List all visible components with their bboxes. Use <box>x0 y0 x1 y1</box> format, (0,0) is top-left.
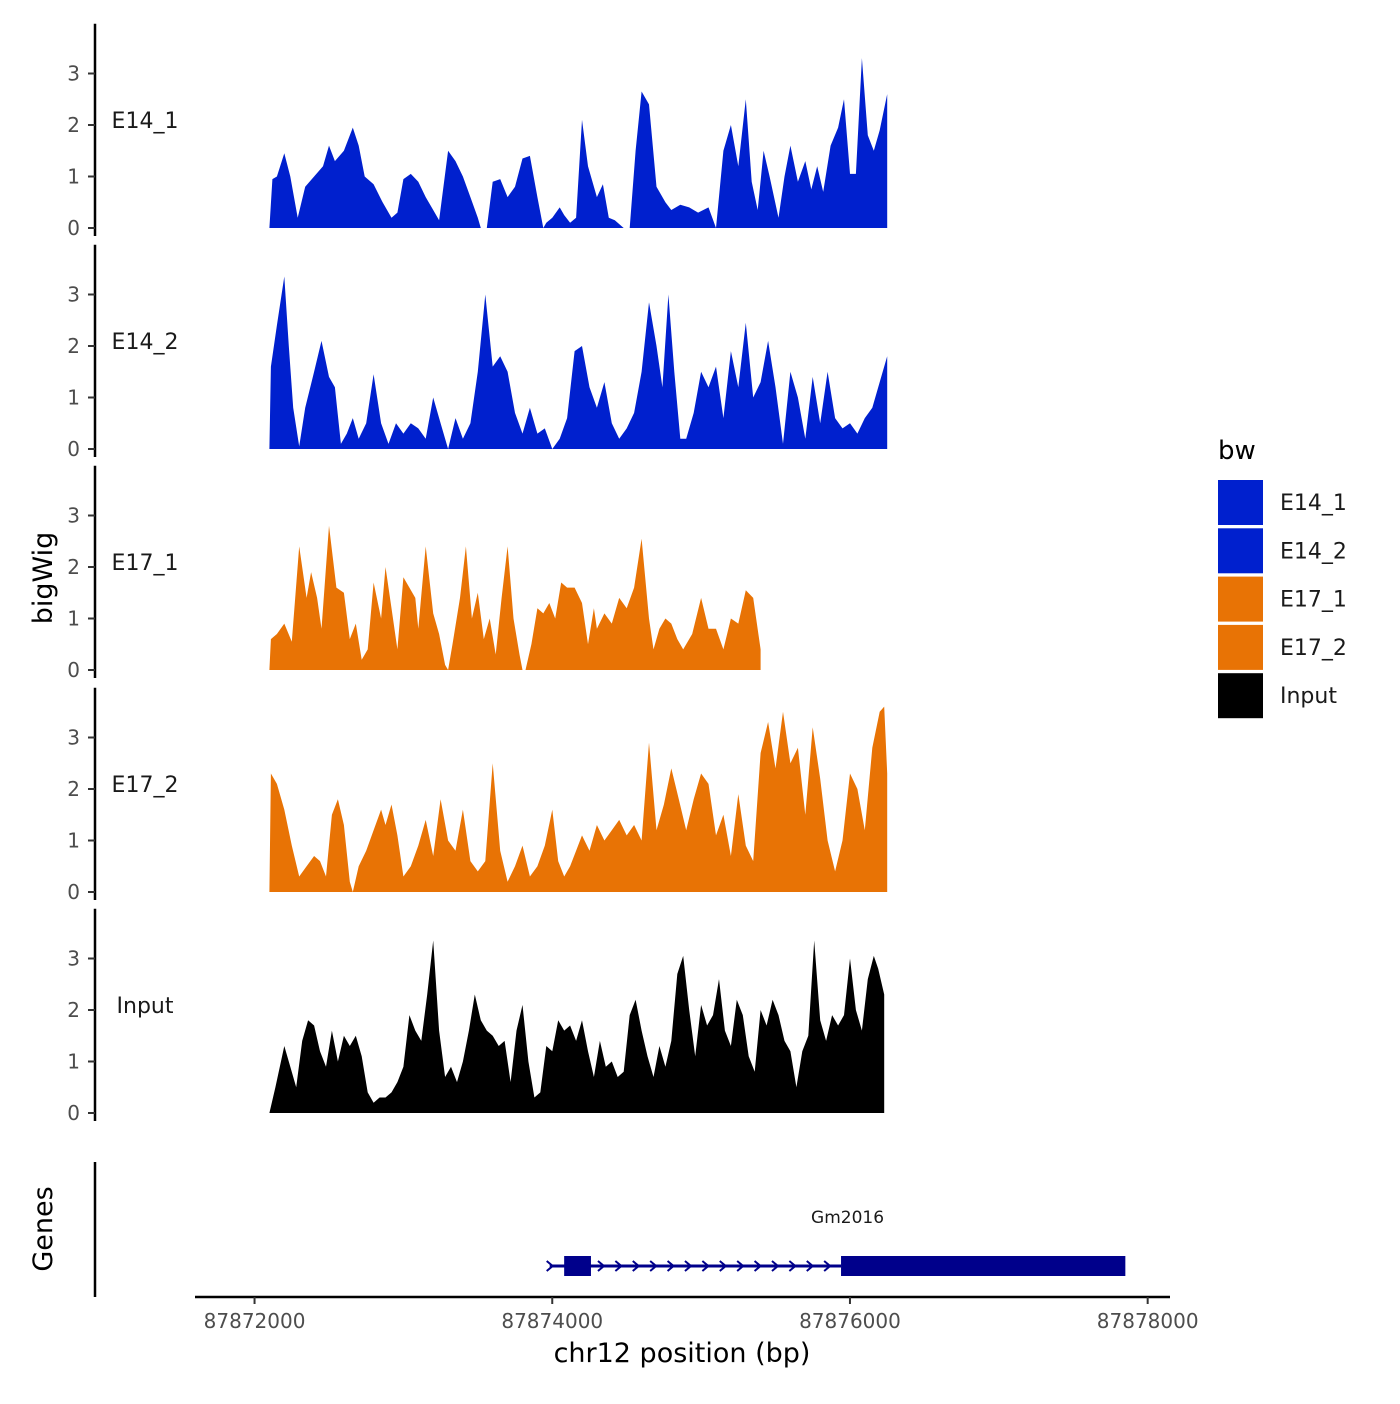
track-label: E14_1 <box>112 109 179 134</box>
y-tick-label: 2 <box>67 555 80 579</box>
y-tick-label: 1 <box>67 386 80 410</box>
strand-arrow-icon <box>649 1260 658 1272</box>
genes-panel: Gm2016 <box>93 1162 1126 1297</box>
legend-label-e17-2: E17_2 <box>1280 636 1347 661</box>
exon-2 <box>841 1256 1126 1276</box>
legend-swatch-e17-2 <box>1218 624 1263 670</box>
y-tick-label: 0 <box>67 1101 80 1125</box>
x-tick-label: 87876000 <box>799 1309 901 1333</box>
y-tick-label: 1 <box>67 607 80 631</box>
signal-area-e14-2 <box>269 276 888 449</box>
y-tick-label: 1 <box>67 829 80 853</box>
track-label: E14_2 <box>112 330 179 355</box>
gene-model: Gm2016 <box>546 1208 1126 1276</box>
x-tick-label: 87878000 <box>1097 1309 1199 1333</box>
exon-1 <box>564 1256 591 1276</box>
track-e14-1: 0 1 2 3 E14_1 <box>67 23 888 240</box>
strand-arrow-icon <box>701 1260 710 1272</box>
x-tick-label: 87872000 <box>204 1309 306 1333</box>
legend-swatch-input <box>1218 673 1263 719</box>
y-tick-label: 0 <box>67 437 80 461</box>
strand-arrow-icon <box>788 1260 797 1272</box>
legend-label-input: Input <box>1280 684 1337 709</box>
track-e14-2: 0 1 2 3 E14_2 <box>67 244 888 461</box>
signal-area-e14-1 <box>269 58 888 228</box>
x-axis: 87872000 87874000 87876000 87878000 <box>195 1295 1199 1333</box>
y-axis-title-genes: Genes <box>28 1186 59 1271</box>
strand-arrow-icon <box>632 1260 641 1272</box>
y-tick-label: 3 <box>67 62 80 86</box>
track-label: Input <box>117 994 174 1019</box>
gene-name-label: Gm2016 <box>811 1208 884 1228</box>
y-tick-label: 2 <box>67 998 80 1022</box>
signal-area-e17-1 <box>269 525 761 670</box>
track-label: E17_2 <box>112 773 179 798</box>
x-axis-title: chr12 position (bp) <box>554 1338 811 1369</box>
signal-area-input <box>269 940 885 1113</box>
track-e17-2: 0 1 2 3 E17_2 <box>67 687 888 904</box>
y-tick-label: 2 <box>67 113 80 137</box>
track-e17-1: 0 1 2 3 E17_1 <box>67 465 761 682</box>
strand-arrow-icon <box>597 1260 606 1272</box>
legend-swatch-e14-2 <box>1218 528 1263 574</box>
signal-area-e17-2 <box>269 706 888 892</box>
strand-arrow-icon <box>823 1260 832 1272</box>
y-axis-title-bigwig: bigWig <box>28 532 59 625</box>
legend-label-e14-1: E14_1 <box>1280 491 1347 516</box>
x-tick-label: 87874000 <box>501 1309 603 1333</box>
legend-swatch-e17-1 <box>1218 576 1263 622</box>
y-tick-label: 3 <box>67 726 80 750</box>
legend: bw E14_1 E14_2 E17_1 E17_2 Input <box>1218 436 1347 719</box>
strand-arrow-icon <box>806 1260 815 1272</box>
track-input: 0 1 2 3 Input <box>67 908 885 1125</box>
y-tick-label: 2 <box>67 777 80 801</box>
strand-arrow-icon <box>684 1260 693 1272</box>
y-tick-label: 3 <box>67 504 80 528</box>
y-tick-label: 2 <box>67 334 80 358</box>
y-tick-label: 0 <box>67 658 80 682</box>
y-tick-label: 1 <box>67 1050 80 1074</box>
y-tick-label: 3 <box>67 283 80 307</box>
y-tick-label: 3 <box>67 947 80 971</box>
legend-title: bw <box>1218 436 1256 466</box>
strand-arrow-icon <box>666 1260 676 1272</box>
strand-arrow-icon <box>753 1260 763 1272</box>
legend-label-e17-1: E17_1 <box>1280 588 1347 613</box>
strand-arrow-icon <box>771 1260 780 1272</box>
track-label: E17_1 <box>112 551 179 576</box>
strand-arrow-icon <box>614 1260 623 1272</box>
strand-arrow-icon <box>546 1260 555 1272</box>
strand-arrow-icon <box>736 1260 745 1272</box>
y-tick-label: 0 <box>67 216 80 240</box>
legend-swatch-e14-1 <box>1218 480 1263 525</box>
signal-tracks: 0 1 2 3 E14_1 0 1 2 3 E14_2 0 1 2 3 E17_1 0 1 2 3 E17_2 0 1 2 3… <box>67 23 888 1125</box>
y-tick-label: 1 <box>67 165 80 189</box>
y-tick-label: 0 <box>67 880 80 904</box>
strand-arrow-icon <box>719 1260 728 1272</box>
legend-label-e14-2: E14_2 <box>1280 539 1347 564</box>
